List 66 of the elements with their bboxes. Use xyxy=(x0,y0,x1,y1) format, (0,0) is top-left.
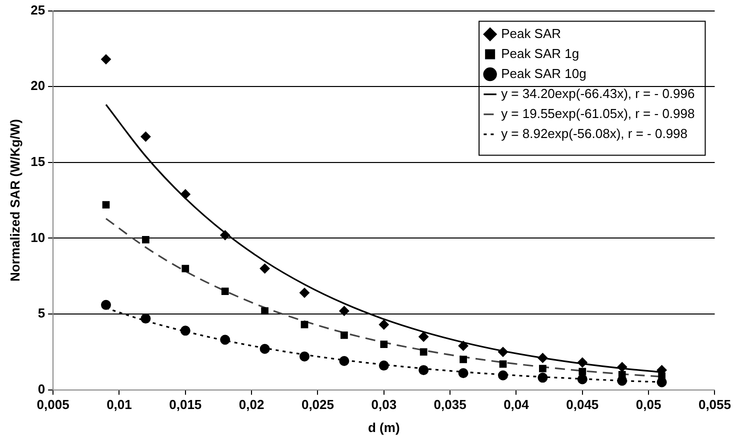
point xyxy=(578,368,586,376)
x-tick-label: 0,04 xyxy=(504,397,530,412)
point xyxy=(221,288,229,295)
point xyxy=(340,332,348,339)
x-axis-title: d (m) xyxy=(368,420,400,435)
point xyxy=(538,372,548,383)
point xyxy=(142,236,150,244)
point xyxy=(100,54,111,64)
point xyxy=(260,344,270,354)
point xyxy=(140,132,151,142)
y-tick-label: 10 xyxy=(30,230,46,245)
point xyxy=(299,351,310,362)
point xyxy=(538,352,548,363)
point xyxy=(617,362,628,372)
point xyxy=(180,326,190,336)
point xyxy=(140,314,151,324)
point xyxy=(339,306,350,316)
point xyxy=(577,358,588,368)
point xyxy=(378,360,389,371)
point xyxy=(460,356,467,364)
point xyxy=(499,360,507,368)
point xyxy=(261,307,268,315)
x-tick-label: 0,03 xyxy=(371,397,397,412)
point xyxy=(378,320,389,330)
y-tick-label: 20 xyxy=(30,78,46,94)
point xyxy=(380,340,388,348)
point xyxy=(577,374,588,384)
x-tick-label: 0,02 xyxy=(238,397,264,412)
legend-label: Peak SAR xyxy=(501,26,562,41)
point xyxy=(339,356,350,366)
point xyxy=(102,201,110,209)
x-tick-label: 0,01 xyxy=(106,397,132,412)
point xyxy=(420,348,428,356)
x-tick-label: 0,015 xyxy=(169,397,202,412)
point xyxy=(498,370,508,380)
point xyxy=(458,340,468,351)
x-tick-label: 0,05 xyxy=(636,397,662,412)
point xyxy=(539,364,546,372)
x-tick-label: 0,005 xyxy=(36,397,70,412)
point xyxy=(299,288,310,298)
x-tick-label: 0,025 xyxy=(301,397,334,412)
legend-label: Peak SAR 10g xyxy=(501,66,586,81)
point xyxy=(418,332,429,342)
y-tick-label: 0 xyxy=(38,381,46,396)
legend-label: y = 34.20exp(-66.43x), r = - 0.996 xyxy=(501,86,695,101)
point xyxy=(182,264,190,272)
y-axis-title: Normalized SAR (W/Kg/W) xyxy=(7,119,22,282)
point xyxy=(300,320,308,328)
point xyxy=(618,370,626,378)
legend-label: y = 8.92exp(-56.08x), r = - 0.998 xyxy=(501,126,688,141)
x-tick-label: 0,035 xyxy=(434,397,466,412)
legend-label: y = 19.55exp(-61.05x), r = - 0.998 xyxy=(501,106,695,121)
x-tick-label: 0,045 xyxy=(566,397,599,412)
point xyxy=(180,189,190,200)
legend-label: Peak SAR 1g xyxy=(501,46,580,61)
point xyxy=(100,300,111,310)
point xyxy=(220,334,230,345)
y-tick-label: 15 xyxy=(30,154,46,169)
point xyxy=(498,346,508,357)
y-tick-label: 25 xyxy=(30,2,46,18)
point xyxy=(418,365,429,376)
x-tick-label: 0,055 xyxy=(698,397,732,412)
y-tick-label: 5 xyxy=(38,306,46,321)
point xyxy=(220,230,230,240)
point xyxy=(458,368,468,378)
point xyxy=(260,264,270,274)
